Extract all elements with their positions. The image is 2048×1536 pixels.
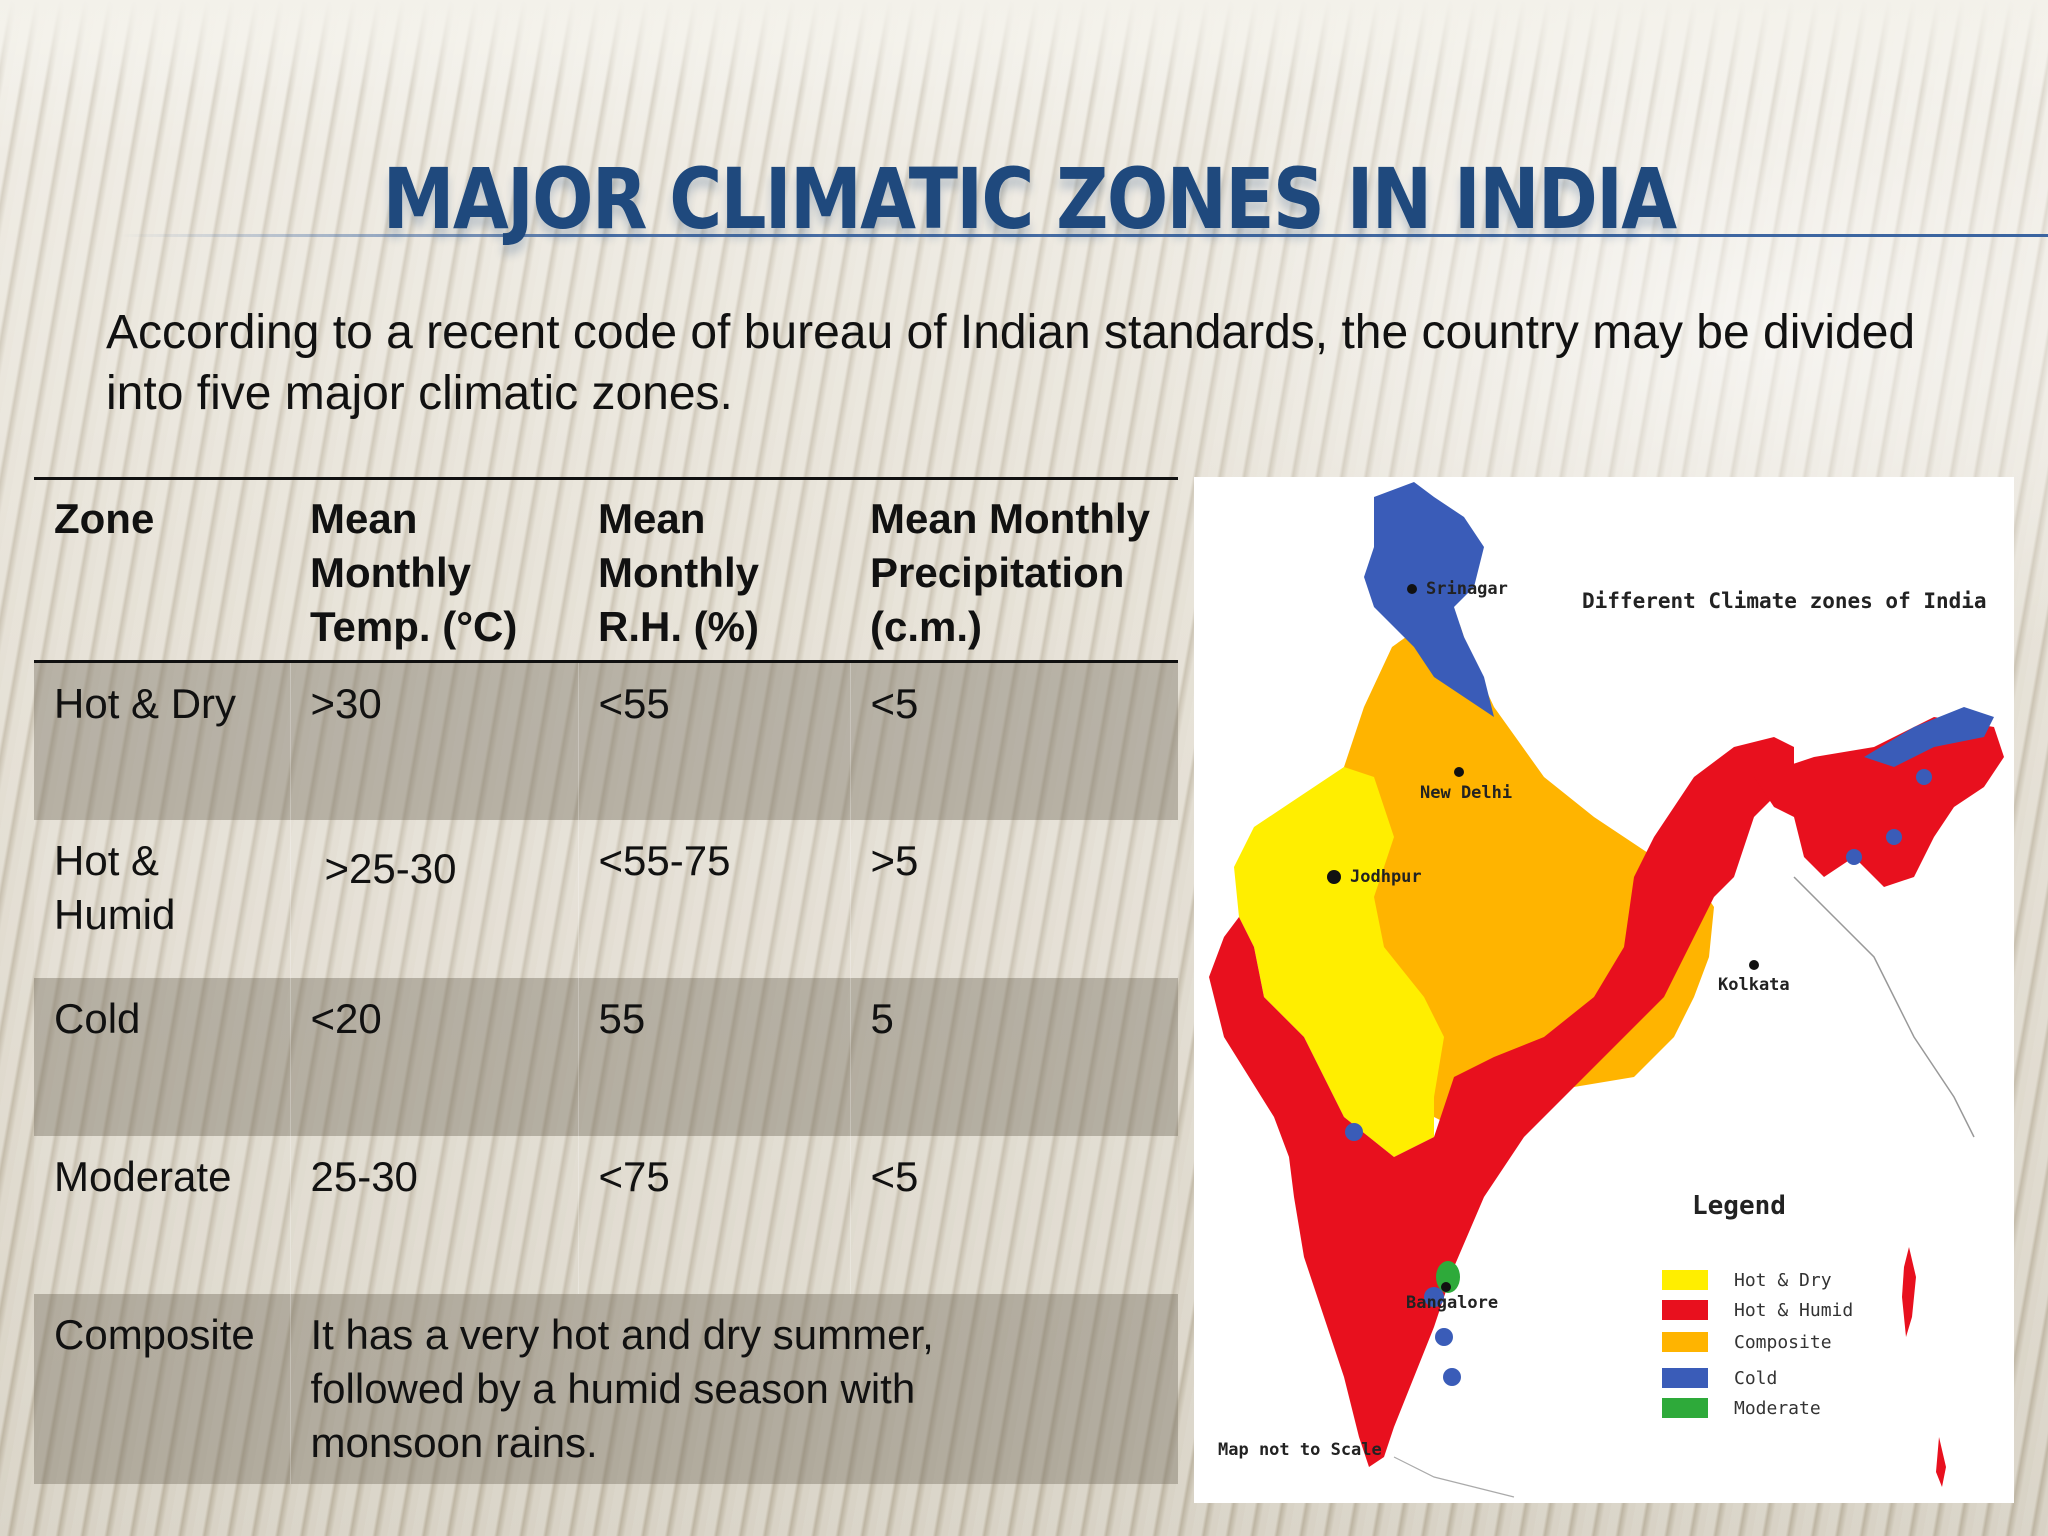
legend-swatch	[1662, 1300, 1708, 1320]
legend-label: Moderate	[1734, 1397, 1821, 1419]
table-row: Hot & Dry >30 <55 <5	[34, 661, 1178, 820]
table-row: Moderate 25-30 <75 <5	[34, 1135, 1178, 1294]
legend-label: Composite	[1734, 1331, 1832, 1353]
cell-temp: 25-30	[289, 1135, 578, 1294]
cell-description: It has a very hot and dry summer, follow…	[289, 1293, 1178, 1484]
city-label-jodhpur: Jodhpur	[1350, 867, 1422, 887]
legend-item-hot-humid: Hot & Humid	[1662, 1297, 1853, 1323]
legend-swatch	[1662, 1368, 1708, 1388]
cell-rh: <55-75	[577, 819, 850, 978]
city-label-srinagar: Srinagar	[1426, 579, 1508, 599]
cell-precip: >5	[849, 819, 1178, 978]
cell-temp: <20	[289, 977, 578, 1136]
cell-precip: <5	[849, 1135, 1178, 1294]
cell-temp: >25-30	[289, 819, 578, 978]
zone-hot-humid	[1209, 737, 1794, 1467]
cell-zone: Cold	[34, 977, 290, 1136]
legend-item-hot-dry: Hot & Dry	[1662, 1267, 1832, 1293]
cell-zone: Hot & Dry	[34, 661, 290, 820]
legend-item-moderate: Moderate	[1662, 1395, 1821, 1421]
top-band	[0, 0, 2048, 90]
climate-map: Different Climate zones of India Srinaga…	[1194, 477, 2014, 1503]
legend-item-composite: Composite	[1662, 1329, 1832, 1355]
map-title: Different Climate zones of India	[1582, 589, 1987, 613]
legend-title: Legend	[1692, 1191, 1786, 1221]
table-row: Hot & Humid >25-30 <55-75 >5	[34, 819, 1178, 978]
slide-title: MAJOR CLIMATIC ZONES IN INDIA	[382, 150, 1677, 248]
legend-swatch	[1662, 1398, 1708, 1418]
city-label-new-delhi: New Delhi	[1420, 783, 1513, 803]
legend-item-cold: Cold	[1662, 1365, 1777, 1391]
header-zone: Zone	[34, 477, 290, 663]
header-temp: Mean Monthly Temp. (°C)	[290, 477, 578, 663]
map-note: Map not to Scale	[1218, 1440, 1382, 1460]
zone-cold-northeast	[1864, 707, 1994, 767]
cell-zone: Composite	[34, 1293, 290, 1484]
cell-zone: Moderate	[34, 1135, 290, 1294]
title-rule	[120, 234, 2048, 237]
cell-rh: 55	[577, 977, 850, 1136]
header-precip: Mean Monthly Precipitation (c.m.)	[850, 477, 1178, 663]
zone-cold-north	[1364, 482, 1494, 717]
legend-swatch	[1662, 1332, 1708, 1352]
legend-label: Hot & Humid	[1734, 1299, 1854, 1321]
city-label-bangalore: Bangalore	[1406, 1293, 1499, 1313]
zone-hot-dry	[1234, 767, 1444, 1157]
legend-swatch	[1662, 1270, 1708, 1290]
cell-rh: <75	[577, 1135, 850, 1294]
intro-text: According to a recent code of bureau of …	[106, 306, 1916, 420]
cell-precip: <5	[849, 661, 1178, 820]
india-map-graphic	[1209, 482, 2004, 1498]
zone-northeast	[1754, 717, 2004, 887]
header-rh: Mean Monthly R.H. (%)	[578, 477, 850, 663]
table-row: Composite It has a very hot and dry summ…	[34, 1293, 1178, 1484]
cell-precip: 5	[849, 977, 1178, 1136]
city-label-kolkata: Kolkata	[1718, 975, 1790, 995]
cell-temp: >30	[289, 661, 578, 820]
climate-zones-table: Zone Mean Monthly Temp. (°C) Mean Monthl…	[34, 477, 1178, 1484]
legend-label: Hot & Dry	[1734, 1269, 1832, 1291]
legend-label: Cold	[1734, 1367, 1778, 1389]
cell-rh: <55	[577, 661, 850, 820]
andaman-islands	[1902, 1247, 1916, 1337]
cell-zone: Hot & Humid	[34, 819, 290, 978]
table-header-row: Zone Mean Monthly Temp. (°C) Mean Monthl…	[34, 477, 1178, 663]
table-row: Cold <20 55 5	[34, 977, 1178, 1136]
